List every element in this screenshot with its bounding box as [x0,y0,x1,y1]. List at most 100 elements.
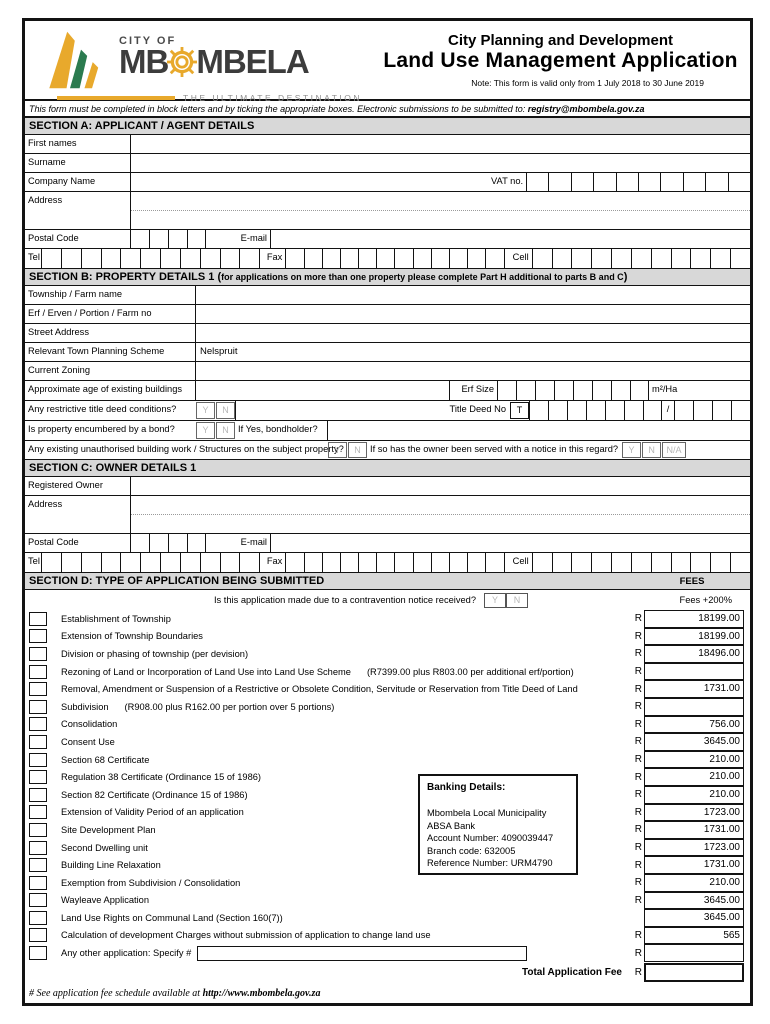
char-box[interactable] [449,553,467,572]
char-box[interactable] [605,401,624,420]
char-box[interactable] [179,249,200,268]
na-box[interactable]: N/A [662,442,687,458]
char-box[interactable] [650,249,671,268]
yes-box[interactable]: Y [484,592,506,608]
owner-address-line1-input[interactable] [131,496,750,515]
char-box[interactable] [727,173,750,191]
char-box[interactable] [526,173,548,191]
no-box[interactable]: N [348,442,367,458]
char-box[interactable] [160,553,180,572]
char-box[interactable] [467,249,485,268]
char-box[interactable] [670,249,691,268]
char-box[interactable] [358,553,376,572]
char-box[interactable] [624,401,643,420]
char-box[interactable] [168,534,187,552]
char-box[interactable] [430,249,449,268]
char-box[interactable] [376,249,394,268]
char-box[interactable] [531,249,552,268]
char-box[interactable] [149,534,168,552]
char-box[interactable] [219,553,240,572]
yes-box[interactable]: Y [328,442,347,458]
char-box[interactable] [630,249,651,268]
erf-input[interactable] [195,305,750,323]
char-box[interactable] [591,249,611,268]
char-box[interactable] [570,173,593,191]
yes-box[interactable]: Y [622,442,642,458]
surname-input[interactable] [130,154,750,172]
char-box[interactable] [303,553,322,572]
char-box[interactable] [571,553,591,572]
char-box[interactable] [130,230,149,248]
no-box[interactable]: N [216,402,235,419]
char-box[interactable] [412,249,431,268]
specify-other-input[interactable] [197,945,528,961]
char-box[interactable] [149,230,168,248]
char-box[interactable] [187,534,206,552]
char-box[interactable] [376,553,394,572]
char-box[interactable] [554,381,573,400]
fee-amount-box[interactable] [644,662,744,681]
char-box[interactable] [41,553,61,572]
char-box[interactable] [674,401,693,420]
char-box[interactable] [531,553,552,572]
char-box[interactable] [199,249,220,268]
owner-address-line2-input[interactable] [131,515,750,533]
address-line1-input[interactable] [131,192,750,211]
char-box[interactable] [611,381,630,400]
char-box[interactable] [573,381,592,400]
bondholder-input[interactable] [327,421,750,440]
township-input[interactable] [195,286,750,304]
application-type-checkbox[interactable] [29,910,47,925]
char-box[interactable] [593,173,615,191]
owner-email-input[interactable] [270,534,750,552]
char-box[interactable] [630,553,651,572]
char-box[interactable] [187,230,206,248]
char-box[interactable] [535,381,554,400]
char-box[interactable] [321,249,340,268]
char-box[interactable] [394,249,412,268]
application-type-checkbox[interactable] [29,822,47,837]
application-type-checkbox[interactable] [29,893,47,908]
char-box[interactable] [548,401,567,420]
char-box[interactable] [100,249,121,268]
no-box[interactable]: N [216,422,235,439]
char-box[interactable] [611,553,631,572]
application-type-checkbox[interactable] [29,928,47,943]
company-input[interactable] [130,173,476,191]
char-box[interactable] [693,401,712,420]
char-box[interactable] [100,553,121,572]
footnote-url[interactable]: http://www.mbombela.gov.za [202,987,321,999]
char-box[interactable] [712,401,731,420]
char-box[interactable] [303,249,322,268]
char-box[interactable] [358,249,376,268]
char-box[interactable] [705,173,727,191]
char-box[interactable] [529,401,548,420]
char-box[interactable] [168,230,187,248]
char-box[interactable] [179,553,200,572]
char-box[interactable] [485,553,503,572]
char-box[interactable] [551,553,572,572]
char-box[interactable] [730,553,750,572]
application-type-checkbox[interactable] [29,682,47,697]
application-type-checkbox[interactable] [29,875,47,890]
char-box[interactable] [412,553,431,572]
application-type-checkbox[interactable] [29,770,47,785]
registered-owner-input[interactable] [130,477,750,495]
no-box[interactable]: N [506,592,528,608]
zoning-input[interactable] [195,362,750,380]
application-type-checkbox[interactable] [29,858,47,873]
scheme-input[interactable]: Nelspruit [195,343,750,361]
char-box[interactable] [548,173,570,191]
application-type-checkbox[interactable] [29,805,47,820]
char-box[interactable] [586,401,605,420]
application-type-checkbox[interactable] [29,717,47,732]
char-box[interactable] [630,381,649,400]
application-type-checkbox[interactable] [29,946,47,961]
char-box[interactable] [660,173,682,191]
char-box[interactable] [60,249,81,268]
application-type-checkbox[interactable] [29,629,47,644]
char-box[interactable] [730,249,750,268]
address-line2-input[interactable] [131,211,750,229]
first-names-input[interactable] [130,135,750,153]
char-box[interactable] [638,173,660,191]
